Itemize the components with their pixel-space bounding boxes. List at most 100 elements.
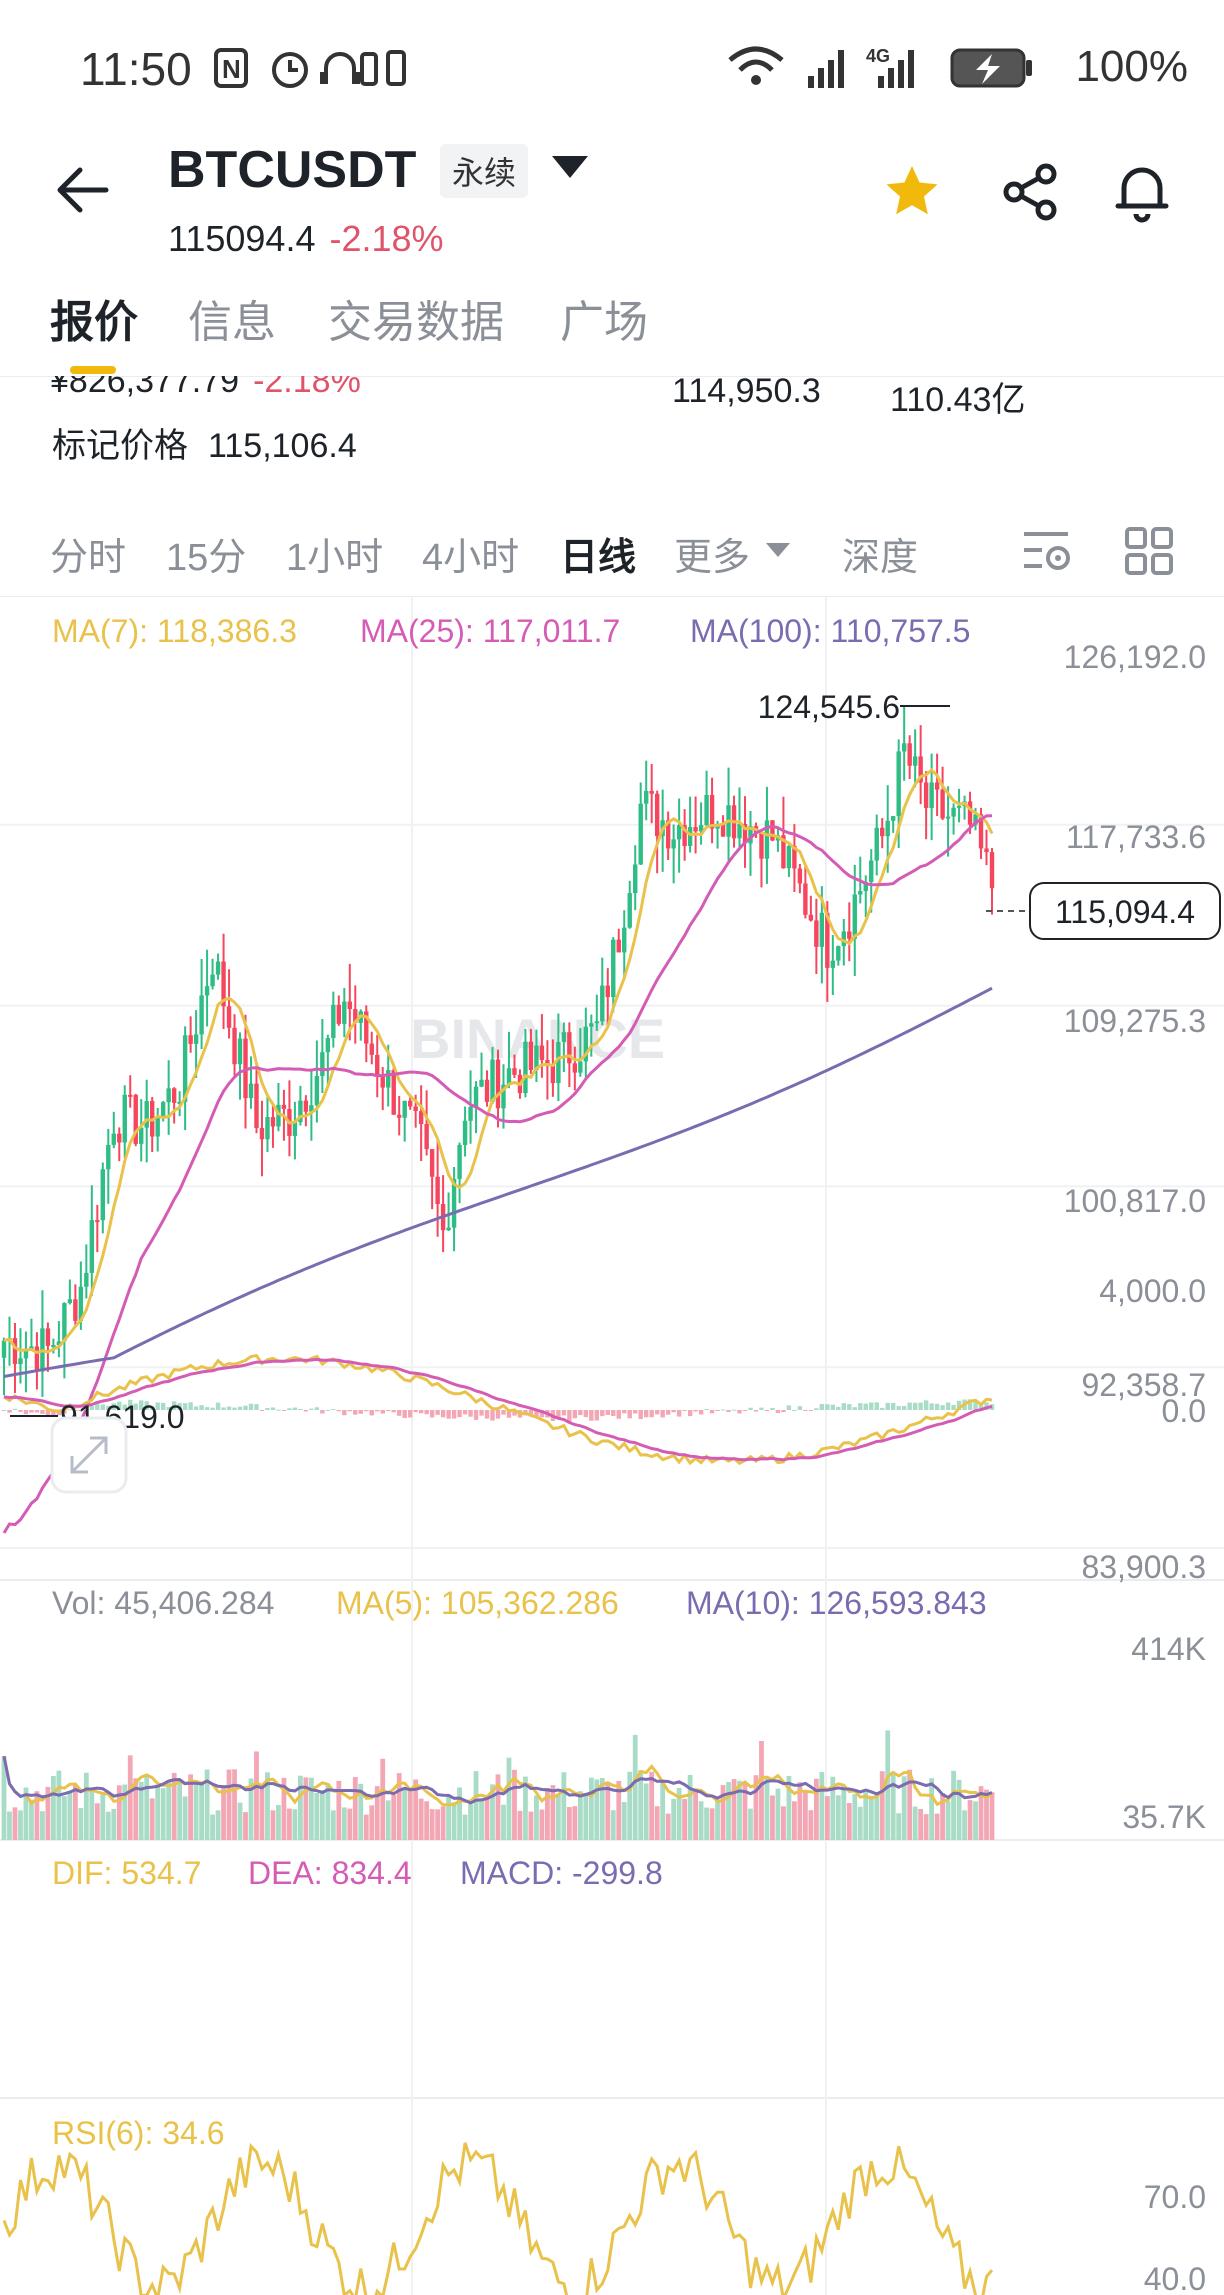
candle-body [863,882,868,892]
tab-info[interactable]: 信息 [188,298,276,347]
volume-bar [830,1776,836,1840]
macd-histogram-bar [226,1406,232,1410]
volume-bar [819,1772,825,1840]
macd-histogram-bar [473,1410,479,1420]
candle-body [221,961,226,1007]
expand-chart-button[interactable] [50,1416,128,1494]
volume-bar [396,1773,402,1840]
volume-bar [934,1813,940,1840]
candle-body [567,1032,572,1064]
volume-bar [111,1809,117,1840]
volume-bar [308,1777,314,1840]
tab-quote[interactable]: 报价 [50,298,138,347]
interval-4h[interactable]: 4小时 [422,537,520,579]
volume-bar [599,1777,605,1840]
interval-depth[interactable]: 深度 [842,537,919,579]
volume-bar [555,1794,561,1840]
ma100-line [3,986,993,1378]
candle-body [737,823,742,839]
macd-histogram-bar [891,1402,896,1410]
volume-bar [363,1814,369,1840]
tab-square[interactable]: 广场 [560,298,648,347]
candle-body [375,1054,380,1076]
volume-bar [835,1795,841,1840]
candle-body [473,1086,479,1107]
moving-average-lines [2,767,994,1534]
candle-body [380,1075,385,1088]
volume-bar [221,1785,226,1840]
macd-histogram-bar [358,1410,363,1414]
volume-bar [951,1770,956,1840]
back-button[interactable] [52,160,112,220]
alert-button[interactable] [1110,160,1174,224]
macd-histogram-bar [874,1402,879,1410]
macd-histogram-bar [1,1410,7,1411]
volume-bar [759,1740,764,1840]
macd-histogram-bar [764,1410,770,1411]
candle-body [226,1006,232,1028]
candle-body [945,816,951,819]
volume-bar [984,1789,989,1840]
interval-timeshare[interactable]: 分时 [50,537,127,579]
candle-body [885,820,890,837]
macd-histogram-bar [501,1410,506,1415]
candle-body [973,814,978,825]
volume-bar [868,1795,874,1840]
favorite-button[interactable] [880,160,944,224]
macd-histogram-bar [556,1410,561,1419]
volume-bar [940,1793,945,1840]
candle-body [978,814,984,849]
candle-body [111,1133,116,1145]
share-button[interactable] [998,160,1062,224]
kline-chart[interactable]: BINANCE 126,192.0117,733.6109,275.3100,8… [0,596,1224,2295]
tab-trading-data[interactable]: 交易数据 [328,298,504,347]
interval-1h[interactable]: 1小时 [286,537,384,579]
candle-body [512,1068,517,1075]
macd-histogram-bar [896,1406,901,1410]
candle-body [967,801,973,825]
candle-body [654,793,660,837]
layout-grid-button[interactable] [1124,526,1174,576]
volume-bar [726,1782,731,1840]
interval-1d[interactable]: 日线 [560,537,637,579]
volume-bar [89,1790,95,1840]
candle-body [633,864,638,894]
cny-price: ¥826,377.79 [50,362,240,400]
more-dropdown-icon[interactable] [766,543,790,557]
interval-more[interactable]: 更多 [674,537,751,579]
candle-body [342,1001,347,1024]
macd-histogram-bar [166,1407,171,1410]
macd-histogram-bar [347,1410,352,1412]
volume-legend-item: MA(5): 105,362.286 [336,1585,619,1621]
volume-bar [649,1771,655,1840]
candle-body [457,1144,462,1179]
volume-bar [901,1776,907,1840]
symbol-dropdown-icon[interactable] [552,156,588,178]
candle-body [918,756,923,783]
volume-bar [621,1802,627,1840]
indicator-settings-button[interactable] [1020,524,1072,576]
macd-histogram-bar [682,1410,687,1411]
volume-bar [967,1800,973,1840]
symbol-title[interactable]: BTCUSDT [168,141,417,199]
volume-bar [682,1799,688,1840]
candle-body [407,1100,413,1107]
volume-bar [742,1782,748,1840]
candle-body [912,756,918,766]
volume-bar [281,1777,287,1840]
macd-histogram-bar [100,1404,105,1410]
volume-bar [610,1810,616,1840]
volume-bar [319,1790,325,1840]
volume-bar [660,1779,666,1840]
candle-body [73,1299,78,1321]
signal-wifi-battery-icons: 4G [728,46,1032,88]
candle-body [594,1021,599,1024]
candle-body [665,820,671,849]
volume-bar [292,1809,298,1840]
volume-bar [802,1789,808,1840]
volume-bar [879,1771,885,1840]
macd-histogram-bar [424,1410,429,1415]
macd-histogram-bar [594,1410,599,1421]
interval-15m[interactable]: 15分 [166,537,247,579]
last-price: 115094.4 [168,218,316,259]
